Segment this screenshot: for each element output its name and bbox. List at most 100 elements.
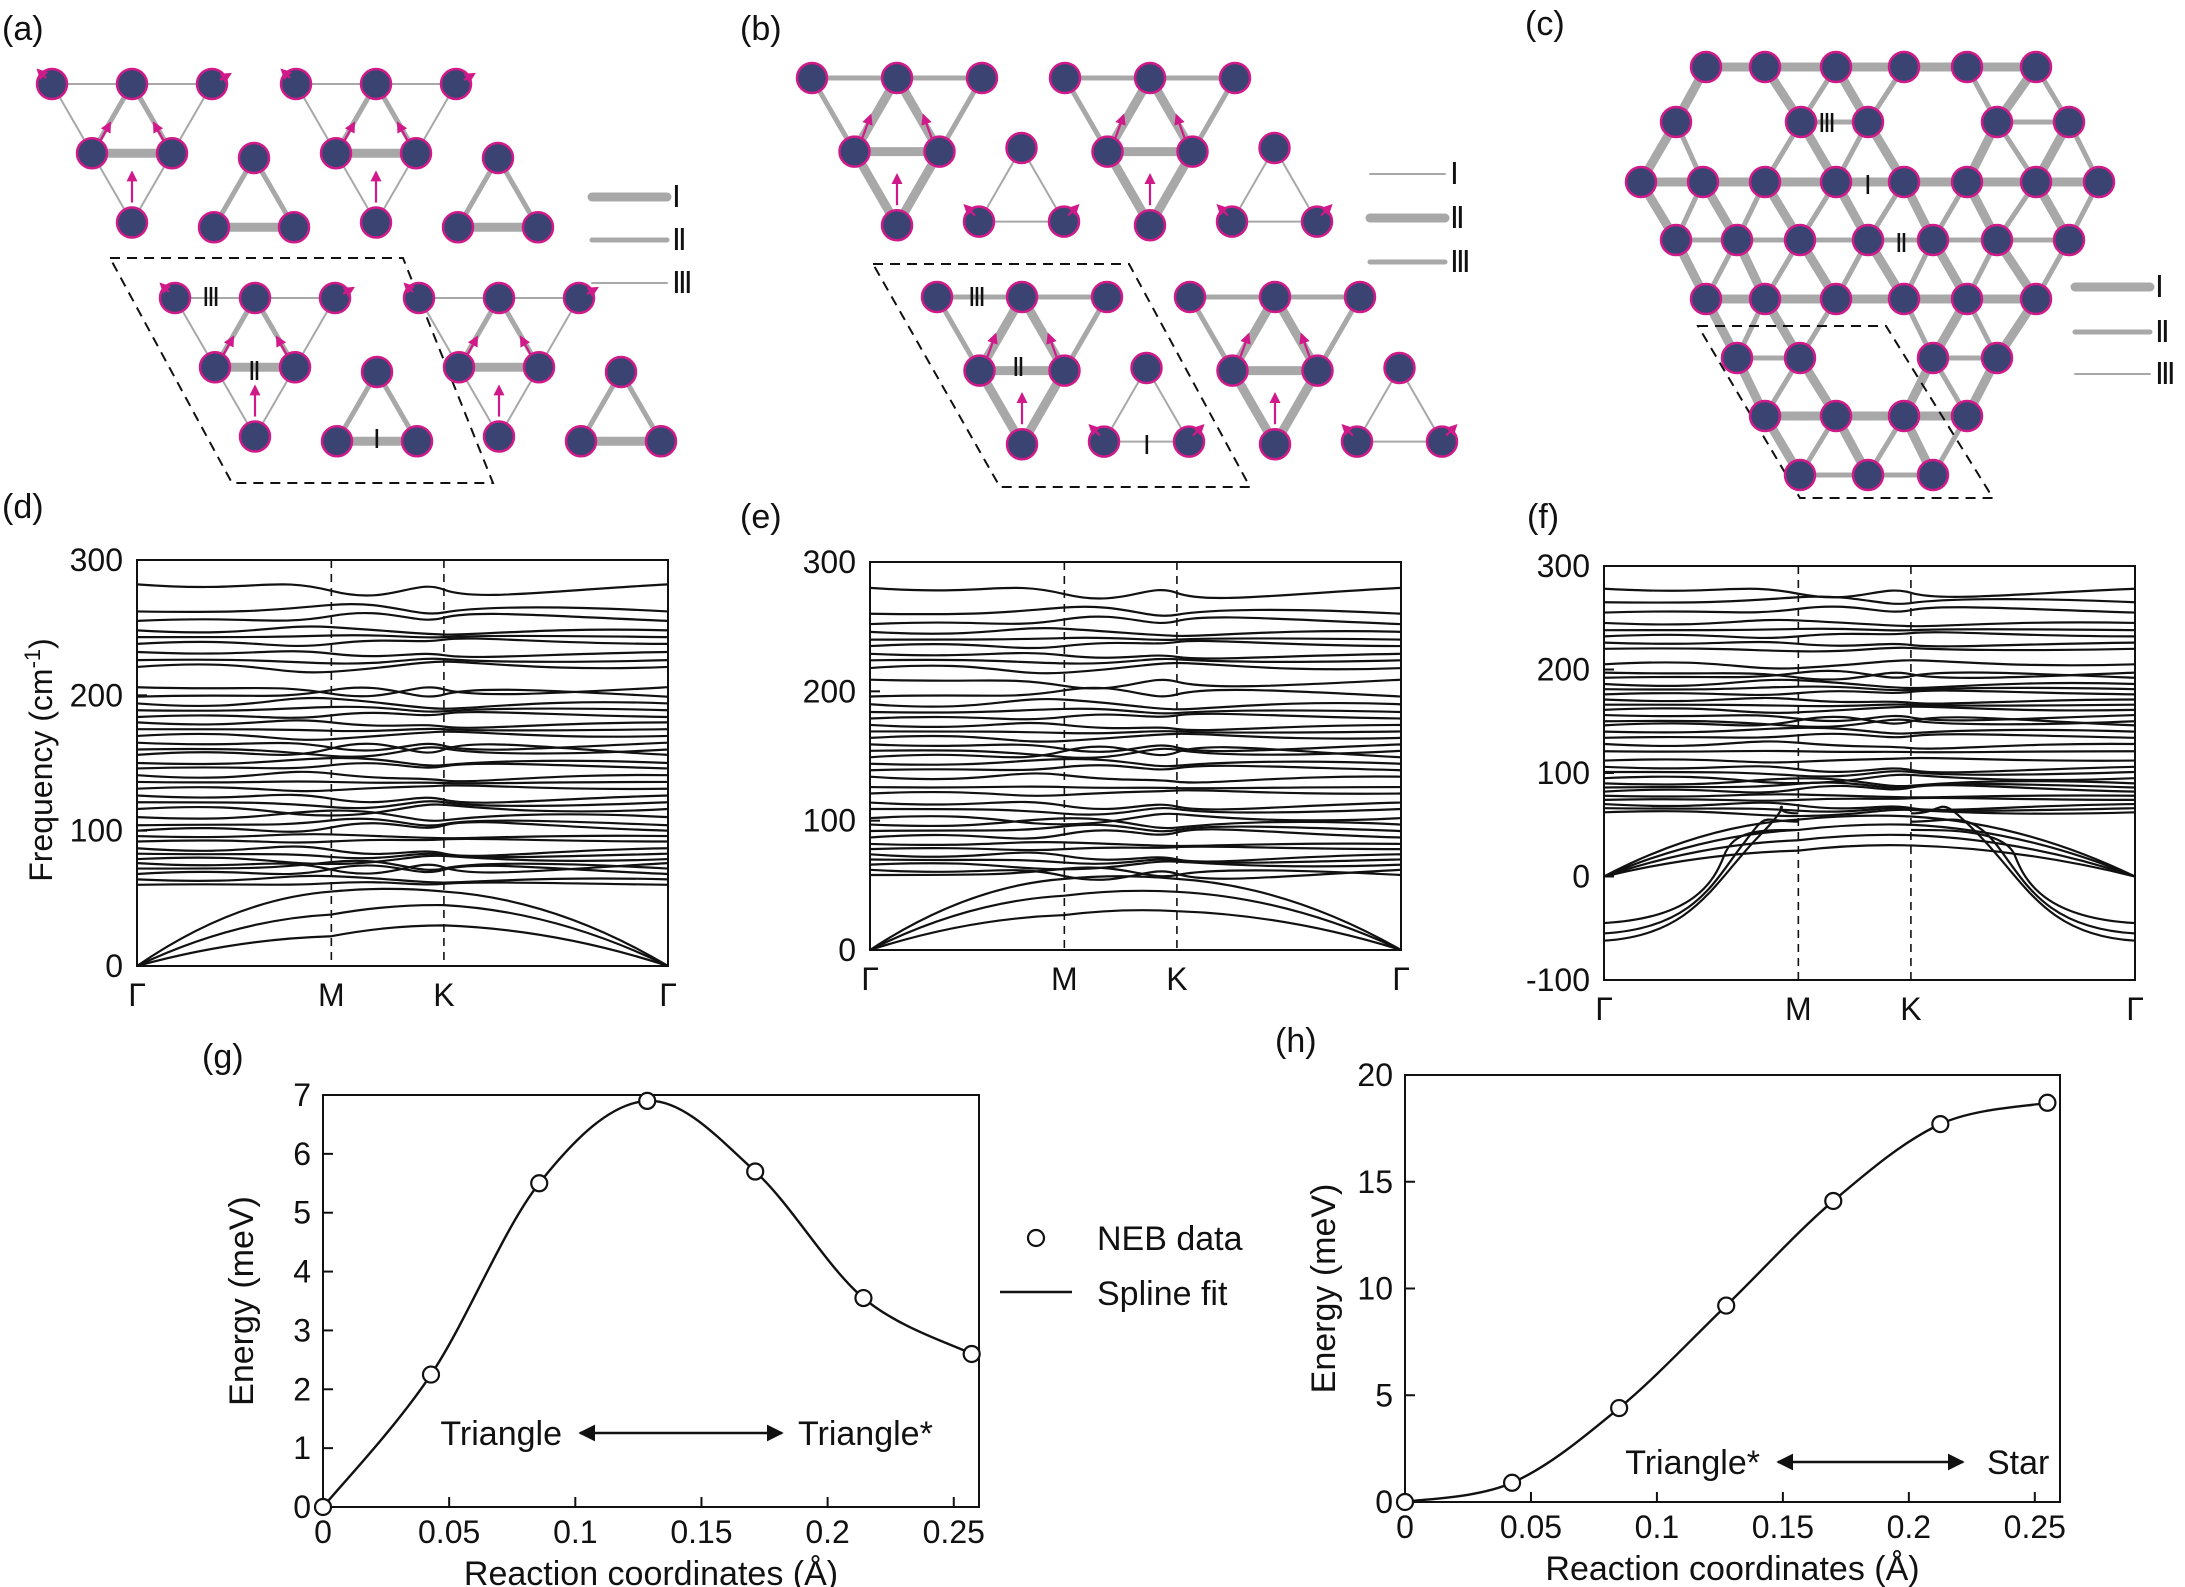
ph-d-phonon-band	[136, 612, 669, 622]
lat-c-atom	[1980, 223, 2014, 257]
lattice-label-a-II: Ⅱ	[248, 356, 261, 386]
bond-legend-a: Ⅰ Ⅱ Ⅲ	[587, 181, 693, 300]
neb-h-neb-point	[1717, 1296, 1736, 1315]
neb-g-neb-point	[421, 1365, 441, 1384]
lat-c-atom	[1887, 399, 1921, 433]
lat-b-displacement-arrow	[921, 113, 933, 138]
neb-h-xtick-label: 0.1	[1635, 1509, 1679, 1545]
lat-a-atom	[237, 141, 271, 175]
neb-h-ytick-label: 20	[1357, 1057, 1393, 1093]
ph-f-phonon-band	[1603, 605, 2136, 614]
lat-c-atom	[1887, 282, 1921, 316]
ph-f-phonon-band	[1603, 595, 2136, 605]
lat-c-atom	[1916, 458, 1950, 492]
ph-d-phonon-band	[136, 650, 669, 659]
neb-h-neb-point	[1610, 1398, 1629, 1418]
panel-label-c: (c)	[1525, 5, 1565, 43]
lat-b-atom	[962, 205, 996, 238]
ph-e-ytick-label: 300	[803, 544, 856, 580]
ph-d-phonon-band	[136, 780, 669, 785]
lat-b-displacement-arrow	[1299, 332, 1311, 357]
lat-c-unit-cell	[1696, 325, 1995, 499]
ph-e-phonon-band	[869, 605, 1402, 617]
neb-h-xtick-label: 0.25	[2004, 1509, 2066, 1545]
neb-h-neb-point	[1824, 1191, 1843, 1211]
ph-d-phonon-band	[136, 821, 669, 833]
ph-f-k-label: M	[1785, 991, 1812, 1027]
lat-a-atom	[482, 420, 516, 453]
ph-d-phonon-band	[136, 809, 669, 822]
ph-f-soft-mode	[1910, 805, 2136, 942]
lattice-label-c-II: Ⅱ	[1895, 228, 1908, 258]
lat-c-atom	[2019, 165, 2053, 199]
lat-b-displacement-arrow	[1046, 332, 1058, 357]
neb-g-ytick-label: 1	[293, 1430, 311, 1466]
neb-g-ytick-label: 6	[293, 1136, 311, 1172]
lat-b-atom	[1258, 131, 1291, 165]
neb-h-xlabel: Reaction coordinates (Å)	[1545, 1550, 1919, 1587]
ph-e-phonon-band	[869, 800, 1402, 811]
ph-f-phonon-band	[1603, 705, 2136, 714]
lat-b-atom	[1047, 205, 1081, 238]
lat-a-displacement-arrow	[152, 121, 165, 142]
lat-b-atom	[1090, 280, 1124, 314]
lat-b-displacement-arrow	[1114, 113, 1126, 138]
lat-a-displacement-arrow	[219, 72, 232, 84]
ph-e-acoustic-band	[869, 875, 1402, 951]
lattice-label-b-III: Ⅲ	[968, 282, 986, 312]
lat-c-atom	[2052, 105, 2086, 139]
lat-a-atom	[155, 137, 189, 170]
lat-a-atom	[562, 281, 596, 315]
ph-d-phonon-band	[136, 634, 669, 639]
ph-f-phonon-band	[1603, 740, 2136, 750]
panel-label-d: (d)	[2, 488, 44, 526]
neb-h-ytick-label: 15	[1357, 1164, 1393, 1200]
lat-a-atom	[360, 355, 394, 389]
ph-f-phonon-band	[1603, 689, 2136, 697]
lat-a-displacement-arrow	[342, 286, 355, 298]
ph-e-ytick-label: 200	[803, 673, 856, 709]
lat-c-atom	[1783, 223, 1817, 257]
lat-b-displacement-arrow	[1445, 424, 1458, 437]
ph-f-ytick-label: 100	[1537, 755, 1590, 791]
ph-e-phonon-band	[869, 764, 1402, 772]
ph-d-acoustic-band	[136, 887, 669, 967]
ph-d-ytick-label: 300	[70, 542, 123, 578]
lat-c-atom	[1783, 458, 1817, 492]
lat-b-atom	[1218, 61, 1252, 95]
ph-e-phonon-band	[869, 661, 1402, 675]
ph-e-frame	[869, 561, 1402, 951]
ph-e-phonon-band	[869, 807, 1402, 816]
neb-g-neb-point	[313, 1497, 333, 1517]
lattice-structure-a	[35, 67, 678, 484]
ph-d-phonon-band	[136, 686, 669, 698]
neb-h-neb-point	[1395, 1492, 1415, 1512]
lat-a-atom	[319, 137, 353, 170]
bond-legend-b-label-I: Ⅰ	[1450, 158, 1459, 191]
lat-b-atom	[1005, 131, 1038, 165]
ph-d-phonon-band	[136, 859, 669, 871]
lat-b-atom	[1130, 351, 1163, 385]
ph-e-phonon-band	[869, 757, 1402, 768]
lat-a-atom	[399, 137, 433, 170]
lat-a-atom	[441, 211, 475, 244]
ph-e-k-label: M	[1051, 961, 1078, 997]
lat-c-atom	[1851, 105, 1885, 139]
panel-label-f: (f)	[1527, 498, 1559, 536]
ph-e-phonon-band	[869, 636, 1402, 642]
lat-a-atom	[278, 351, 312, 384]
ph-d-phonon-band	[136, 793, 669, 804]
lat-a-atom	[277, 211, 311, 244]
legend-spline-label: Spline fit	[1097, 1275, 1228, 1313]
lat-a-atom	[238, 420, 272, 453]
lat-a-displacement-arrow	[159, 282, 172, 295]
ph-f-phonon-band	[1603, 807, 2136, 813]
ph-e-phonon-band	[869, 615, 1402, 626]
lat-b-atom	[1172, 425, 1206, 458]
lat-a-displacement-arrow	[519, 335, 532, 356]
ph-e-phonon-band	[869, 707, 1402, 715]
ph-e-phonon-band	[869, 845, 1402, 852]
lat-c-atom	[2019, 50, 2053, 84]
lat-b-displacement-arrow	[986, 332, 998, 357]
ph-e-phonon-band	[869, 745, 1402, 759]
